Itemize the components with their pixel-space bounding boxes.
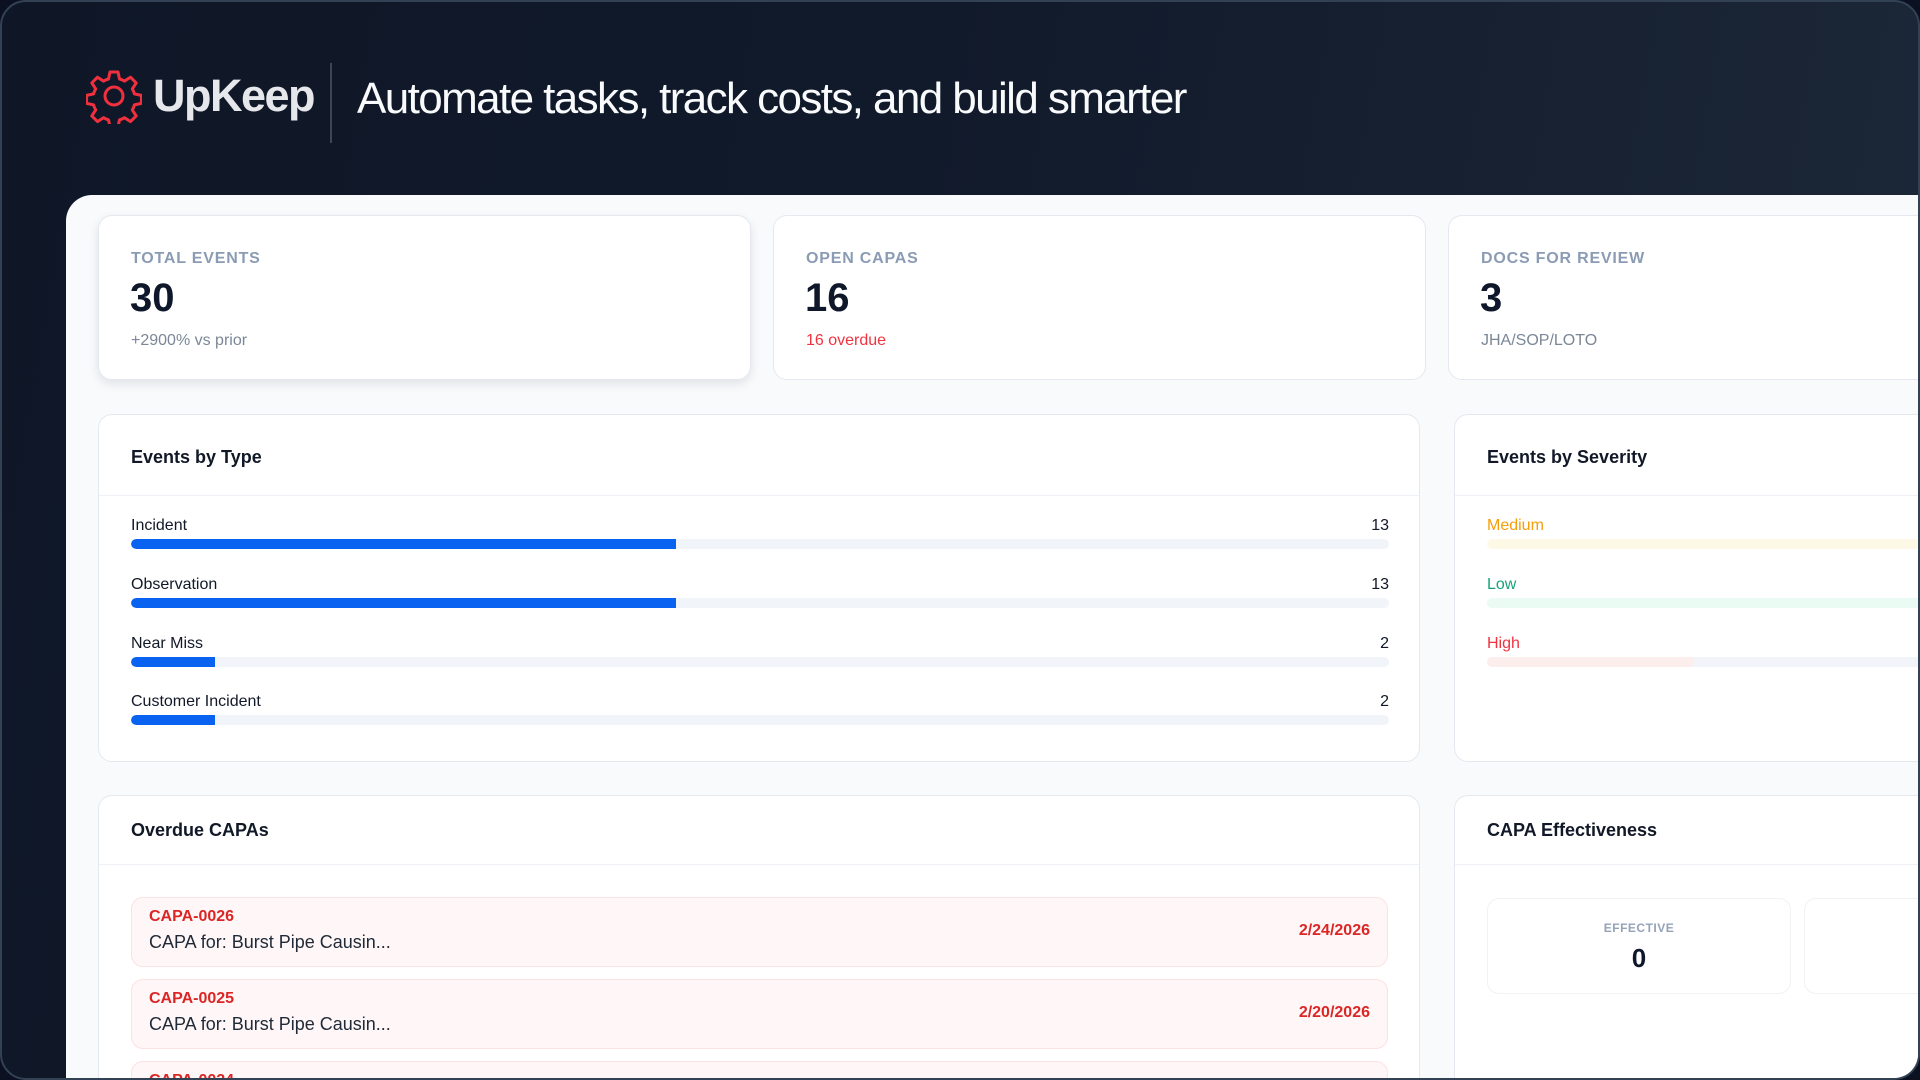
stat-label: OPEN CAPAS [806, 250, 919, 267]
events-by-severity-panel: Events by Severity Medium Low High [1454, 414, 1918, 762]
severity-name: Low [1487, 576, 1517, 593]
bar-fill [131, 539, 677, 549]
bar-fill [131, 715, 215, 725]
bar-track [1487, 598, 1918, 608]
type-count: 13 [1371, 517, 1389, 534]
type-row-customer-incident[interactable]: Customer Incident 2 [131, 693, 1389, 733]
header-divider [330, 63, 332, 143]
severity-row-medium[interactable]: Medium [1487, 517, 1918, 557]
severity-name: Medium [1487, 517, 1544, 534]
type-count: 2 [1380, 635, 1389, 652]
bar-track [1487, 657, 1918, 667]
capa-due-date: 2/20/2026 [1298, 1004, 1370, 1021]
stat-label: TOTAL EVENTS [131, 250, 261, 267]
type-name: Customer Incident [131, 693, 261, 710]
upkeep-logo [86, 68, 142, 124]
stat-label: DOCS FOR REVIEW [1481, 250, 1646, 267]
capa-id: CAPA-0026 [149, 908, 235, 925]
bar-fill [131, 657, 215, 667]
capa-description: CAPA for: Burst Pipe Causin... [149, 932, 391, 952]
stat-card-total-events[interactable]: TOTAL EVENTS 30 +2900% vs prior [98, 215, 751, 380]
type-count: 2 [1380, 693, 1389, 710]
capa-id: CAPA-0024 [149, 1072, 234, 1078]
stat-value: 0 [1631, 943, 1647, 973]
stat-value: 3 [1480, 276, 1503, 320]
capa-effectiveness-panel: CAPA Effectiveness EFFECTIVE 0 [1454, 795, 1918, 1078]
bar-fill [131, 598, 677, 608]
bar-fill [1487, 539, 1918, 549]
stat-value: 16 [805, 276, 850, 320]
panel-title: CAPA Effectiveness [1487, 820, 1658, 840]
brand-name: UpKeep [153, 70, 316, 121]
bar-fill [1487, 598, 1918, 608]
bar-track [131, 598, 1389, 608]
bar-track [1487, 539, 1918, 549]
dashboard-panel: TOTAL EVENTS 30 +2900% vs prior OPEN CAP… [66, 195, 1918, 1078]
panel-divider [99, 864, 1419, 865]
capa-id: CAPA-0025 [149, 990, 235, 1007]
severity-row-high[interactable]: High [1487, 635, 1918, 675]
stat-card-docs-for-review[interactable]: DOCS FOR REVIEW 3 JHA/SOP/LOTO [1448, 215, 1918, 380]
gear-icon [86, 68, 142, 124]
capa-list-item[interactable]: CAPA-0024 [131, 1061, 1388, 1078]
second-stat-box [1804, 898, 1918, 994]
panel-title: Events by Severity [1487, 447, 1648, 467]
stat-subtext: JHA/SOP/LOTO [1481, 332, 1598, 349]
type-name: Near Miss [131, 635, 204, 652]
type-row-observation[interactable]: Observation 13 [131, 576, 1389, 616]
capa-description: CAPA for: Burst Pipe Causin... [149, 1014, 391, 1034]
bar-track [131, 715, 1389, 725]
stat-value: 30 [130, 276, 175, 320]
bar-track [131, 657, 1389, 667]
events-by-type-panel: Events by Type Incident 13 Observation 1… [98, 414, 1420, 762]
panel-title: Overdue CAPAs [131, 820, 269, 840]
type-row-near-miss[interactable]: Near Miss 2 [131, 635, 1389, 675]
panel-divider [1455, 864, 1918, 865]
capa-list-item[interactable]: CAPA-0026 CAPA for: Burst Pipe Causin...… [131, 897, 1388, 967]
overdue-capas-panel: Overdue CAPAs CAPA-0026 CAPA for: Burst … [98, 795, 1420, 1078]
severity-row-low[interactable]: Low [1487, 576, 1918, 616]
effective-stat-box: EFFECTIVE 0 [1487, 898, 1791, 994]
stat-subtext-overdue: 16 overdue [806, 332, 887, 349]
severity-name: High [1487, 635, 1520, 652]
panel-divider [1455, 495, 1918, 496]
stat-subtext: +2900% vs prior [131, 332, 248, 349]
capa-list-item[interactable]: CAPA-0025 CAPA for: Burst Pipe Causin...… [131, 979, 1388, 1049]
tagline: Automate tasks, track costs, and build s… [357, 74, 1187, 123]
bar-fill [1487, 657, 1694, 667]
type-row-incident[interactable]: Incident 13 [131, 517, 1389, 557]
stat-card-open-capas[interactable]: OPEN CAPAS 16 16 overdue [773, 215, 1426, 380]
type-count: 13 [1371, 576, 1389, 593]
type-name: Incident [131, 517, 188, 534]
panel-divider [99, 495, 1419, 496]
bar-track [131, 539, 1389, 549]
capa-due-date: 2/24/2026 [1298, 922, 1370, 939]
stat-label: EFFECTIVE [1603, 921, 1675, 935]
panel-title: Events by Type [131, 447, 262, 467]
type-name: Observation [131, 576, 218, 593]
